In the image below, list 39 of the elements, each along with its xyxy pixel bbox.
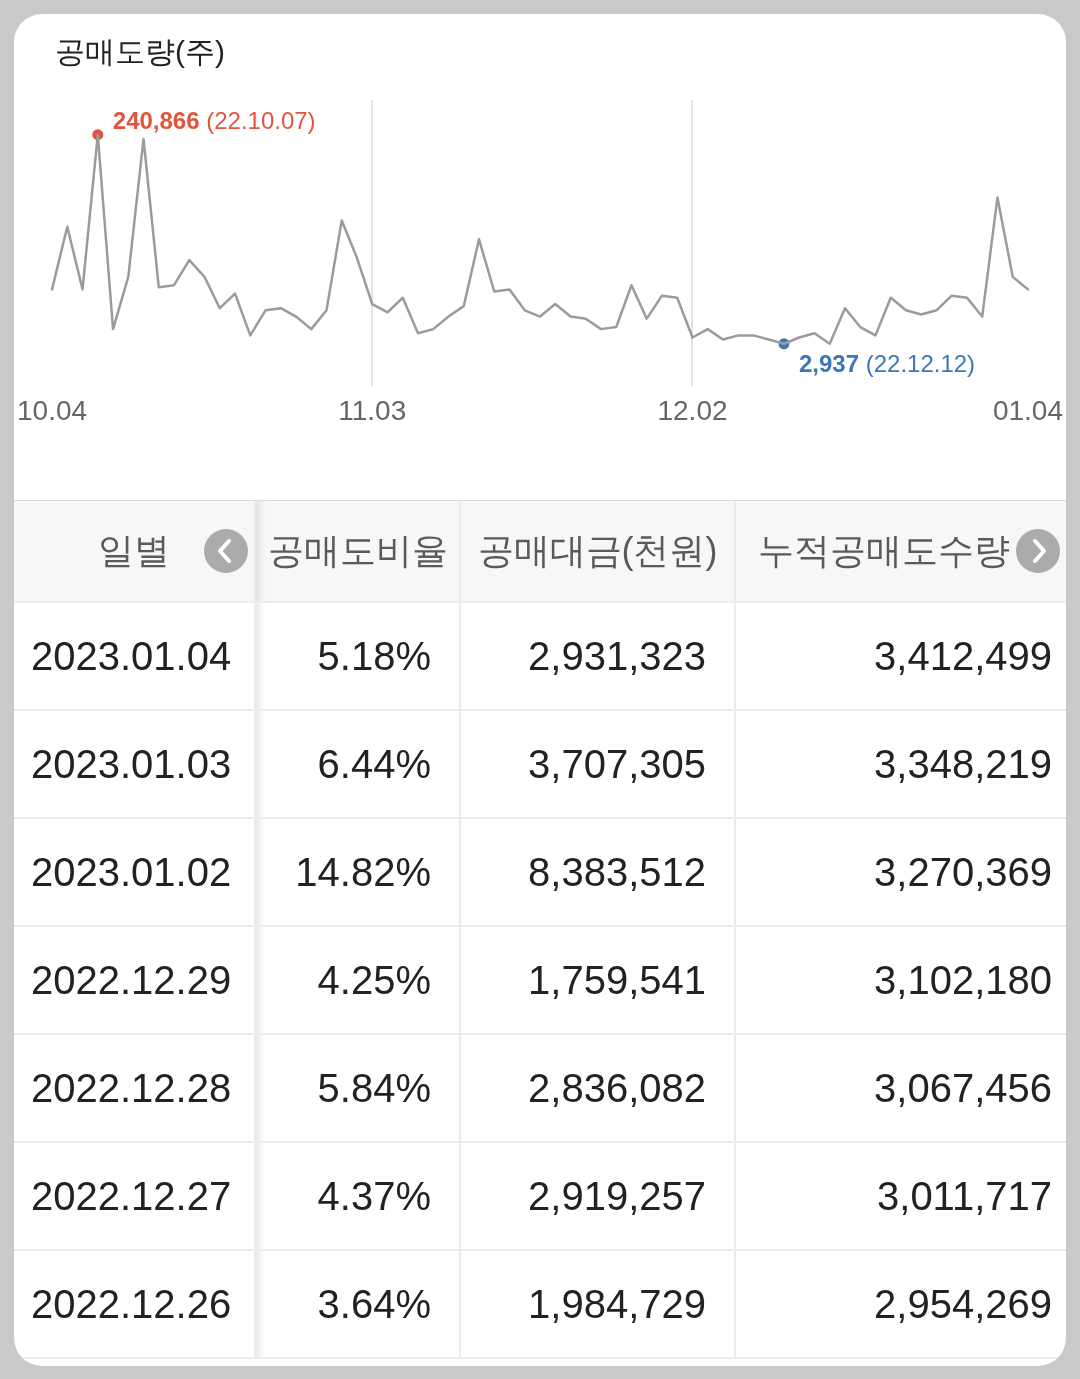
category-label: 누적공매도수량 [758,528,1010,573]
text: 2,931,323 [528,633,706,679]
text: 1,759,541 [528,957,706,1003]
text: 8,383,512 [528,849,706,895]
text: 5.18% [317,633,431,679]
text: 3,011,717 [877,1173,1052,1219]
text: 2022.12.28 [31,1065,232,1111]
text: 2,937 (22.12.12) [798,350,976,378]
x-tick-label: 11.03 [338,394,407,426]
x-tick-label: 12.02 [657,394,728,426]
text: 2023.01.04 [31,633,232,679]
text: 5.84% [317,1065,431,1111]
text: 3,348,219 [874,741,1052,787]
text: 2022.12.27 [31,1173,232,1219]
category-label: 일별 [98,528,170,573]
text: 2022.12.26 [31,1281,232,1327]
text: 2023.01.03 [31,741,232,787]
x-tick-label: 10.04 [17,394,88,426]
text: 240,866 (22.10.07) [112,107,316,135]
chart-title: 공매도량(주) [54,34,226,70]
category-label: 공매대금(천원) [477,528,718,573]
text: 2,919,257 [528,1173,706,1219]
x-tick-label: 01.04 [992,394,1063,426]
text: 3,412,499 [874,633,1052,679]
text: 3,270,369 [874,849,1052,895]
text: 3,707,305 [528,741,706,787]
text: 4.37% [317,1173,431,1219]
text: 3,067,456 [874,1065,1052,1111]
text: 1,984,729 [528,1281,706,1327]
text: 2023.01.02 [31,849,232,895]
text: 4.25% [317,957,431,1003]
text: 3.64% [317,1281,431,1327]
text: 14.82% [295,849,431,895]
text: 2,836,082 [528,1065,706,1111]
text: 2022.12.29 [31,957,232,1003]
text: 2,954,269 [874,1281,1052,1327]
category-label: 공매도비율 [267,528,448,573]
text: 3,102,180 [874,957,1052,1003]
text: 6.44% [317,741,431,787]
